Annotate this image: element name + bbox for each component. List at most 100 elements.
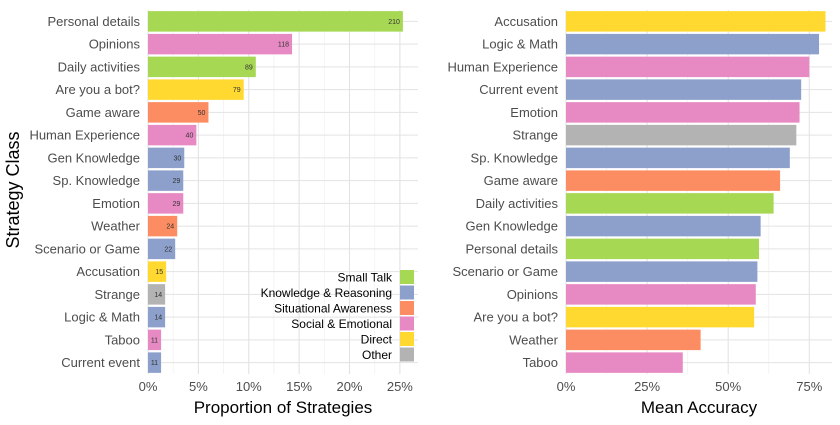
legend-label: Small Talk [338, 271, 393, 285]
left-bar [148, 11, 403, 32]
left-count-label: 11 [151, 337, 158, 344]
left-count-label: 30 [173, 155, 181, 162]
left-bar [148, 124, 197, 146]
legend-swatch [400, 332, 414, 346]
right-category-label: Weather [509, 332, 559, 347]
left-bar [148, 215, 178, 237]
right-category-label: Logic & Math [482, 37, 558, 52]
right-category-label: Personal details [466, 241, 559, 256]
legend-swatch [400, 285, 414, 300]
left-bar [148, 56, 256, 78]
left-category-label: Human Experience [29, 128, 140, 143]
left-category-label: Current event [61, 355, 140, 370]
left-category-label: Daily activities [58, 59, 141, 74]
legend-label: Situational Awareness [274, 302, 392, 316]
right-category-label: Scenario or Game [453, 264, 559, 279]
right-panel: Accusation Logic & Math Human Experience Cu… [447, 10, 832, 417]
left-bar [148, 329, 162, 351]
right-bar [566, 284, 756, 305]
left-count-label: 22 [164, 246, 172, 253]
left-bar [148, 193, 184, 214]
right-bar [566, 79, 802, 100]
left-x-tick-label: 5% [189, 379, 208, 394]
left-bar [148, 352, 162, 373]
right-bar [566, 238, 760, 260]
right-x-tick-label: 25% [634, 379, 660, 394]
left-bar [148, 306, 166, 328]
legend-swatch [400, 270, 414, 284]
right-x-tick-label: 0% [557, 379, 576, 394]
right-bar [566, 102, 800, 123]
left-count-label: 14 [154, 315, 162, 322]
left-category-label: Are you a bot? [55, 82, 140, 97]
left-count-label: 50 [198, 110, 206, 117]
left-category-label: Gen Knowledge [47, 150, 140, 165]
right-category-label: Opinions [507, 287, 559, 302]
left-category-label: Emotion [92, 196, 140, 211]
right-bar [566, 11, 826, 32]
left-x-tick-label: 20% [336, 379, 362, 394]
left-count-label: 11 [151, 360, 158, 367]
right-bar [566, 170, 781, 191]
left-count-label: 24 [166, 224, 174, 231]
y-axis-title: Strategy Class [3, 131, 23, 248]
left-count-label: 89 [245, 64, 253, 71]
left-bar [148, 79, 244, 100]
right-category-label: Are you a bot? [473, 310, 558, 325]
left-count-label: 40 [186, 133, 194, 140]
legend-label: Direct [361, 333, 393, 347]
right-bar [566, 215, 761, 237]
right-category-label: Game aware [484, 173, 558, 188]
legend-swatch [400, 347, 414, 362]
left-bar [148, 261, 167, 282]
left-category-label: Sp. Knowledge [53, 173, 140, 188]
left-bar [148, 102, 209, 123]
left-bar [148, 170, 184, 191]
right-category-label: Daily activities [476, 196, 559, 211]
right-x-tick-label: 50% [715, 379, 741, 394]
left-bar [148, 33, 293, 55]
left-bar [148, 147, 185, 169]
left-category-label: Game aware [66, 105, 140, 120]
left-count-label: 29 [172, 201, 180, 208]
right-bar [566, 56, 810, 78]
left-count-label: 14 [154, 292, 162, 299]
left-x-tick-label: 25% [387, 379, 413, 394]
left-bar [148, 284, 166, 305]
left-x-tick-label: 10% [236, 379, 262, 394]
legend-swatch [400, 301, 414, 315]
right-bar [566, 352, 683, 373]
left-category-label: Logic & Math [64, 310, 140, 325]
right-bar [566, 124, 797, 146]
right-x-tick-label: 75% [796, 379, 822, 394]
left-category-label: Opinions [89, 37, 141, 52]
left-bar [148, 238, 176, 260]
legend-swatch [400, 316, 414, 331]
left-category-label: Scenario or Game [35, 241, 141, 256]
left-count-label: 15 [155, 269, 163, 276]
left-x-tick-label: 15% [286, 379, 312, 394]
left-category-label: Accusation [76, 264, 140, 279]
right-bar [566, 329, 701, 351]
right-category-label: Strange [512, 128, 558, 143]
left-panel: Personal details 210 Opinions 118 Daily acti… [29, 10, 418, 417]
right-category-label: Gen Knowledge [465, 219, 558, 234]
right-category-label: Accusation [494, 14, 558, 29]
right-bar [566, 306, 755, 328]
right-category-label: Human Experience [447, 59, 558, 74]
left-count-label: 118 [278, 42, 289, 49]
left-count-label: 210 [388, 19, 400, 26]
right-bar [566, 147, 790, 169]
right-category-label: Taboo [523, 355, 558, 370]
left-count-label: 79 [233, 87, 241, 94]
left-category-label: Strange [94, 287, 140, 302]
right-category-label: Current event [479, 82, 558, 97]
legend-label: Social & Emotional [291, 317, 392, 331]
right-bar [566, 193, 774, 214]
right-bar [566, 33, 820, 55]
right-x-axis-title: Mean Accuracy [641, 398, 758, 417]
right-category-label: Sp. Knowledge [471, 150, 558, 165]
